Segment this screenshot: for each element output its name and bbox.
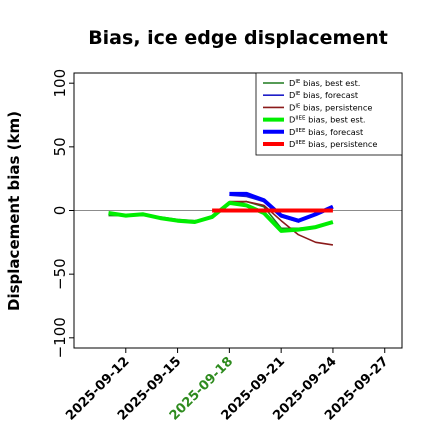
legend-entry-label: DIE bias, persistence — [289, 102, 372, 112]
legend-box — [255, 72, 403, 156]
series-line-4 — [108, 200, 334, 233]
series-line-5 — [229, 191, 334, 223]
series-line-3 — [229, 200, 334, 246]
y-tick-label: −50 — [51, 258, 69, 290]
y-tick-label: −100 — [51, 317, 69, 358]
legend: DIE bias, best est. DIE bias, forecast DIE… — [255, 72, 403, 156]
y-tick-label: 50 — [51, 137, 69, 156]
y-tick-label: 0 — [51, 206, 69, 216]
series-lines — [108, 191, 334, 246]
legend-entry-label: DIIEE bias, forecast — [289, 127, 364, 137]
y-tick-label: 100 — [51, 69, 69, 98]
chart-title: Bias, ice edge displacement — [88, 27, 388, 49]
legend-entry-label: DIIEE bias, best est. — [289, 115, 366, 125]
legend-entry-label: DIE bias, forecast — [289, 90, 359, 100]
legend-entry-label: DIE bias, best est. — [289, 78, 360, 88]
legend-entry-label: DIIEE bias, persistence — [289, 139, 377, 149]
y-axis-label: Displacement bias (km) — [5, 111, 23, 311]
